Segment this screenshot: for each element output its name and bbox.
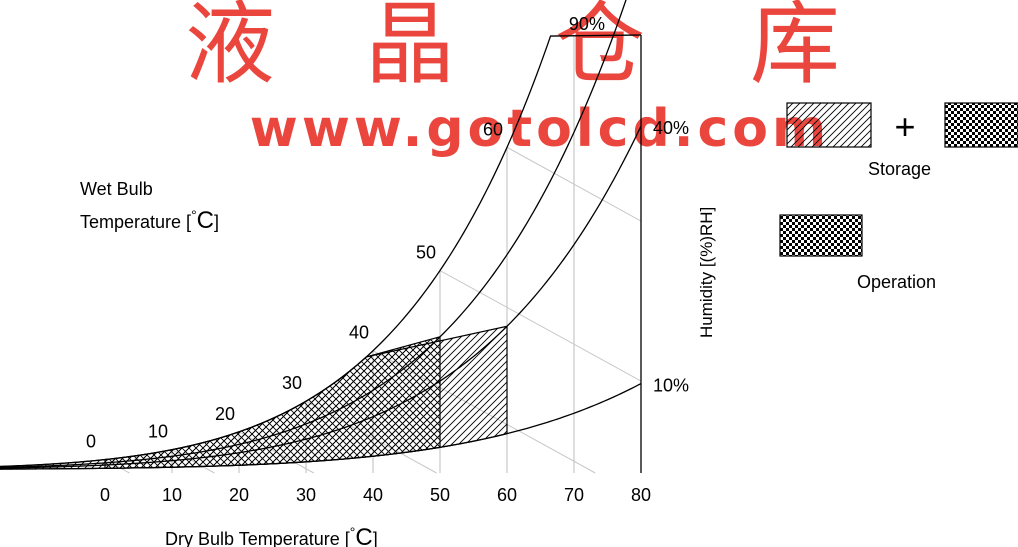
x-tick-label-70: 70: [564, 485, 584, 505]
y-axis-label-humidity: Humidity [(%)RH]: [697, 207, 716, 338]
rh-curve-60: [0, 0, 627, 469]
watermark-char-2: 晶: [365, 0, 455, 97]
wet-bulb-line-50: [439, 270, 642, 382]
legend-plus: +: [894, 106, 915, 147]
x-tick-label-20: 20: [229, 485, 249, 505]
x-tick-label-50: 50: [430, 485, 450, 505]
wet-bulb-label-20: 20: [215, 404, 235, 424]
x-tick-label-0: 0: [100, 485, 110, 505]
rh-label-10: 10%: [653, 376, 689, 396]
rh-label-90: 90%: [569, 14, 605, 34]
wet-bulb-label-line2: Temperature [°C]: [80, 207, 219, 234]
x-tick-label-40: 40: [363, 485, 383, 505]
legend-swatch-storage-hatch: [786, 102, 872, 148]
wet-bulb-label-40: 40: [349, 323, 369, 343]
x-tick-label-10: 10: [162, 485, 182, 505]
rh-curve-10: [0, 383, 642, 470]
legend: + Storage Operation: [779, 102, 1018, 292]
x-axis-label: Dry Bulb Temperature [°C]: [165, 524, 378, 547]
rh-curve-40: [0, 125, 642, 469]
rh-label-40: 40%: [653, 118, 689, 138]
watermark-char-4: 库: [750, 0, 840, 97]
wet-bulb-label-30: 30: [282, 373, 302, 393]
legend-label-operation: Operation: [857, 272, 936, 292]
watermark-char-3: 仓: [555, 0, 645, 97]
x-tick-label-80: 80: [631, 485, 651, 505]
region-operation: [104, 336, 441, 469]
watermark-url: www.gotolcd.com: [250, 99, 830, 159]
wet-bulb-label-50: 50: [416, 243, 436, 263]
wet-bulb-label-0: 0: [86, 432, 96, 452]
wet-bulb-label-10: 10: [148, 422, 168, 442]
legend-swatch-storage-checker: [944, 102, 1018, 148]
watermark: 液 晶 仓 库 www.gotolcd.com: [185, 0, 840, 159]
legend-swatch-operation: [779, 214, 863, 257]
x-tick-label-60: 60: [497, 485, 517, 505]
rh-curve-90: [0, 34, 642, 468]
wet-bulb-line-60: [506, 146, 642, 222]
legend-label-storage: Storage: [868, 159, 931, 179]
x-tick-label-30: 30: [296, 485, 316, 505]
wet-bulb-label-60: 60: [483, 119, 503, 139]
wet-bulb-label-line1: Wet Bulb: [80, 179, 153, 199]
watermark-char-1: 液: [185, 0, 275, 97]
